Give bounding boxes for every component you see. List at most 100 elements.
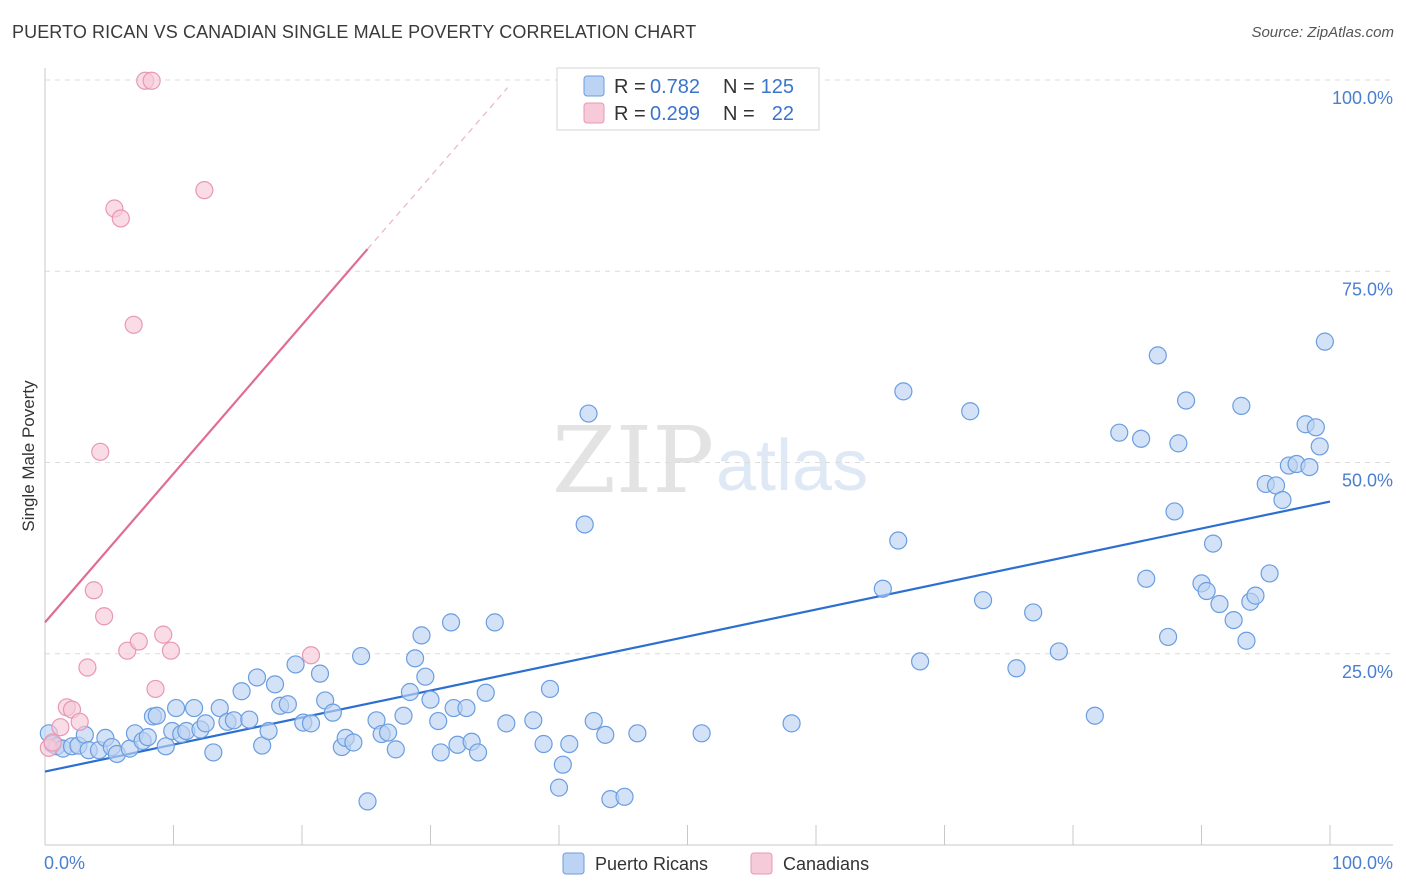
point-puerto-ricans-66 — [468, 743, 488, 762]
legend-n-value-1: 125 — [761, 76, 794, 98]
point-puerto-ricans-76 — [575, 515, 594, 534]
point-canadians-8 — [91, 442, 110, 461]
point-puerto-ricans-122 — [1315, 332, 1334, 351]
point-puerto-ricans-88 — [910, 652, 930, 671]
gridlines — [45, 79, 1393, 655]
point-puerto-ricans-113 — [1260, 564, 1279, 583]
point-canadians-17 — [146, 679, 165, 699]
point-canadians-16 — [142, 71, 161, 90]
point-puerto-ricans-35 — [265, 675, 285, 694]
point-canadians-19 — [161, 641, 181, 660]
axes — [44, 68, 1393, 846]
point-canadians-1 — [43, 733, 62, 752]
point-puerto-ricans-102 — [1176, 391, 1196, 410]
point-puerto-ricans-58 — [421, 690, 440, 709]
point-puerto-ricans-105 — [1203, 534, 1223, 553]
bottom-legend-puerto-ricans: Puerto Ricans — [595, 854, 708, 874]
bottom-legend: Puerto Ricans Canadians — [562, 852, 869, 875]
y-tick-labels: 25.0% 50.0% 75.0% 100.0% — [1332, 88, 1393, 682]
trend-lines — [44, 87, 1331, 773]
point-canadians-7 — [84, 581, 103, 600]
legend-swatch-canadians — [583, 102, 605, 124]
point-canadians-20 — [195, 181, 214, 200]
point-puerto-ricans-91 — [1007, 659, 1026, 678]
point-puerto-ricans-61 — [441, 613, 461, 632]
point-puerto-ricans-29 — [224, 711, 243, 730]
point-puerto-ricans-64 — [457, 698, 476, 718]
point-canadians-5 — [70, 712, 89, 731]
watermark: ZIP atlas — [552, 407, 868, 514]
point-puerto-ricans-94 — [1085, 706, 1104, 725]
point-puerto-ricans-43 — [323, 703, 342, 722]
point-canadians-2 — [51, 718, 70, 737]
point-canadians-11 — [111, 209, 130, 228]
point-puerto-ricans-17 — [147, 706, 166, 725]
point-canadians-14 — [129, 632, 148, 651]
point-puerto-ricans-71 — [534, 734, 553, 754]
point-puerto-ricans-79 — [596, 725, 615, 744]
legend-swatch-puerto-ricans — [583, 75, 605, 97]
chart-title: PUERTO RICAN VS CANADIAN SINGLE MALE POV… — [12, 22, 697, 42]
legend-n-label-2: N = — [723, 103, 755, 125]
point-puerto-ricans-38 — [286, 655, 305, 674]
point-puerto-ricans-56 — [412, 626, 431, 645]
y-tick-label-0: 25.0% — [1342, 662, 1393, 682]
y-tick-label-2: 75.0% — [1342, 279, 1393, 299]
point-canadians-18 — [154, 625, 173, 644]
point-canadians-21 — [301, 646, 321, 665]
point-puerto-ricans-37 — [278, 695, 297, 714]
trend-line-canadians — [44, 248, 369, 624]
point-puerto-ricans-96 — [1132, 429, 1151, 448]
y-axis-label: Single Male Poverty — [19, 380, 38, 532]
point-puerto-ricans-30 — [232, 682, 251, 701]
point-puerto-ricans-69 — [497, 714, 516, 733]
point-puerto-ricans-119 — [1300, 457, 1319, 477]
point-puerto-ricans-108 — [1232, 396, 1251, 415]
point-puerto-ricans-18 — [156, 737, 175, 756]
point-puerto-ricans-84 — [782, 714, 801, 733]
point-puerto-ricans-104 — [1197, 581, 1216, 601]
point-puerto-ricans-97 — [1137, 569, 1156, 588]
point-puerto-ricans-25 — [196, 714, 215, 733]
point-puerto-ricans-74 — [553, 755, 572, 774]
watermark-zip: ZIP — [552, 407, 714, 514]
legend-r-label-1: R = — [614, 76, 646, 98]
point-puerto-ricans-59 — [429, 711, 448, 731]
y-tick-label-3: 100.0% — [1332, 88, 1393, 108]
legend-r-value-1: 0.782 — [650, 76, 700, 98]
point-canadians-6 — [78, 658, 97, 677]
point-puerto-ricans-68 — [485, 613, 504, 632]
point-puerto-ricans-121 — [1310, 437, 1329, 456]
point-puerto-ricans-73 — [549, 778, 569, 797]
point-puerto-ricans-85 — [873, 579, 892, 598]
watermark-atlas: atlas — [716, 426, 868, 506]
point-puerto-ricans-54 — [400, 682, 420, 702]
point-puerto-ricans-57 — [416, 667, 435, 686]
point-puerto-ricans-111 — [1246, 586, 1265, 605]
source-label: Source: ZipAtlas.com — [1251, 24, 1394, 41]
point-puerto-ricans-15 — [138, 728, 157, 747]
point-puerto-ricans-72 — [540, 679, 560, 699]
legend: R = 0.782 N = 125 R = 0.299 N = 22 — [556, 67, 820, 131]
point-puerto-ricans-107 — [1224, 610, 1243, 630]
point-puerto-ricans-90 — [973, 591, 993, 610]
point-puerto-ricans-46 — [344, 733, 363, 752]
bottom-legend-swatch-canadians — [750, 852, 773, 875]
bottom-legend-canadians: Canadians — [783, 854, 869, 874]
trend-extension-canadians — [367, 87, 509, 250]
point-puerto-ricans-75 — [560, 734, 579, 754]
point-puerto-ricans-31 — [240, 710, 259, 729]
point-puerto-ricans-32 — [247, 668, 267, 687]
point-canadians-9 — [95, 607, 114, 626]
bottom-legend-swatch-puerto-ricans — [562, 852, 585, 875]
point-canadians-13 — [124, 315, 143, 334]
point-puerto-ricans-41 — [310, 664, 330, 683]
legend-n-label-1: N = — [723, 76, 755, 98]
point-puerto-ricans-95 — [1110, 423, 1129, 442]
point-puerto-ricans-89 — [961, 402, 980, 421]
point-puerto-ricans-51 — [378, 723, 398, 742]
point-puerto-ricans-70 — [524, 711, 543, 730]
point-puerto-ricans-77 — [579, 404, 598, 423]
point-puerto-ricans-92 — [1024, 603, 1043, 622]
